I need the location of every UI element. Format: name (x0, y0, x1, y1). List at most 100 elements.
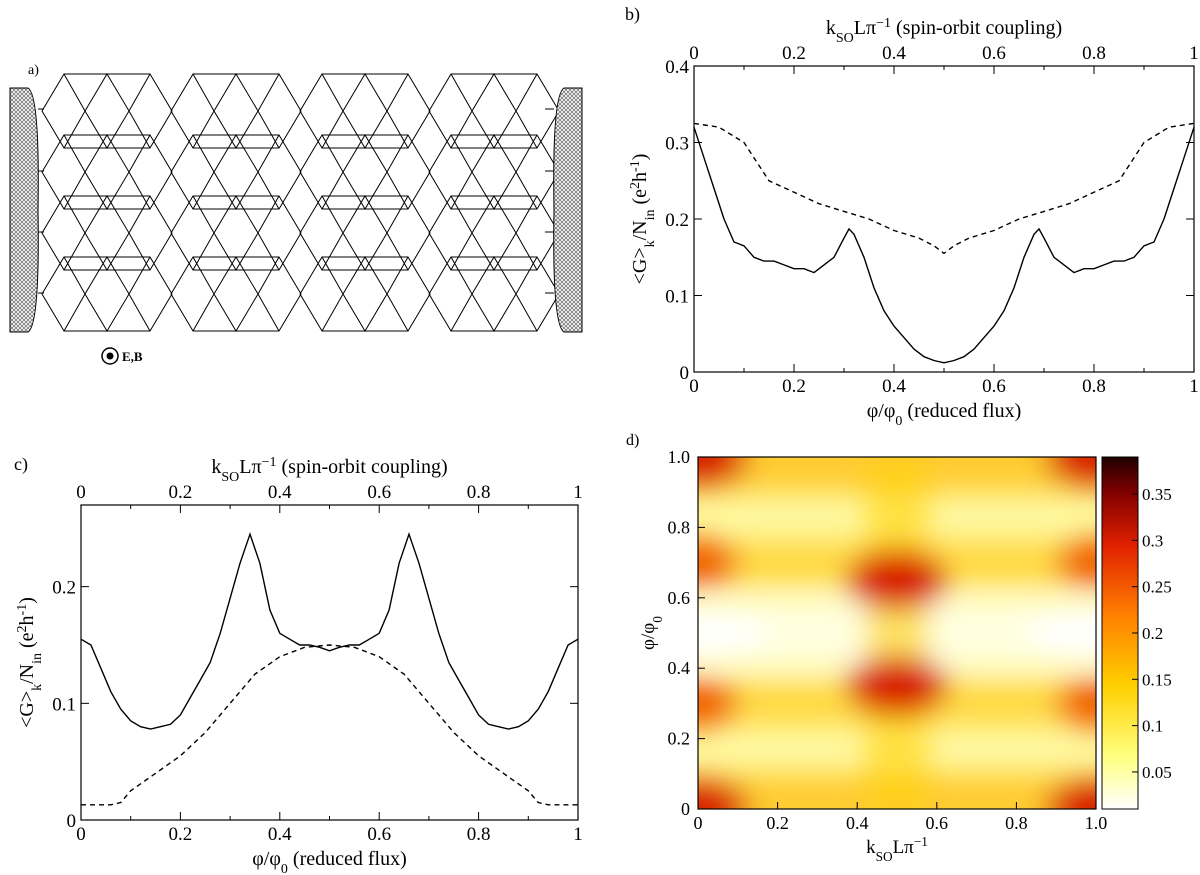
x-tick-label: 0 (689, 376, 699, 397)
lattice-bond (63, 256, 86, 295)
x-tick-label: 0.6 (926, 813, 949, 833)
lattice-bond (128, 110, 151, 149)
lattice-bond (515, 171, 538, 210)
panel-b-label: b) (625, 4, 640, 25)
lattice-bond (63, 293, 86, 332)
y-tick-label: 0.3 (665, 134, 689, 155)
y-tick-label: 0.8 (668, 517, 691, 537)
x-tick-label: 0.4 (846, 813, 869, 833)
heatmap-band (865, 457, 929, 809)
lattice-bond (515, 256, 538, 295)
lattice-bond (386, 232, 409, 271)
lattice-bond (192, 73, 215, 112)
lattice-network (38, 73, 560, 332)
heatmap-hotspot (1055, 538, 1096, 587)
chart-c: 000.20.20.40.40.60.60.80.81100.10.2φ/φ0 … (15, 455, 583, 875)
lattice-bond (515, 134, 538, 173)
lattice-bond (257, 134, 280, 173)
x-tick-label: 0 (76, 824, 86, 845)
x2-tick-label: 0.8 (467, 482, 491, 503)
x-tick-label: 0 (694, 813, 703, 833)
plot-frame (697, 456, 1097, 810)
series-line-solid (693, 126, 1195, 364)
y-tick-label: 0 (680, 363, 690, 384)
lattice-bond (450, 134, 473, 173)
lattice-bond (128, 195, 151, 234)
colorbar-tick-label: 0.2 (1142, 624, 1163, 643)
lattice-bond (63, 73, 86, 112)
heatmap-coldspot (698, 611, 768, 655)
lattice-bond (257, 232, 280, 271)
lattice-bond (192, 110, 215, 149)
lattice-bond (192, 171, 215, 210)
lattice-bond (192, 232, 215, 271)
lattice-bond (257, 195, 280, 234)
lattice-hexagon (41, 256, 173, 332)
lattice-rhombus (84, 134, 130, 210)
lattice-bond (515, 293, 538, 332)
lattice-bond (257, 171, 280, 210)
lattice-hexagon (41, 134, 173, 210)
x-tick-label: 0.4 (882, 376, 906, 397)
colorbar-tick-label: 0.3 (1142, 531, 1163, 550)
y-tick-label: 1.0 (668, 447, 691, 467)
lattice-rhombus (471, 195, 517, 271)
y-tick-label: 0.1 (52, 694, 76, 715)
x2-axis-label: kSOLπ−1 (spin-orbit coupling) (211, 455, 447, 485)
y-tick-label: 0.2 (665, 210, 689, 231)
lattice-bond (450, 171, 473, 210)
lattice-bond (63, 195, 86, 234)
colorbar-tick-label: 0.1 (1142, 717, 1163, 736)
lattice-rhombus (213, 73, 259, 149)
lattice-bond (386, 134, 409, 173)
lattice-hexagon (170, 256, 302, 332)
x-tick-label: 1 (1189, 376, 1199, 397)
x-tick-label: 0.2 (782, 376, 806, 397)
lattice-hexagon (170, 134, 302, 210)
lattice-hexagon (299, 256, 431, 332)
heatmap-hotspot (698, 457, 749, 487)
lattice-bond (321, 256, 344, 295)
x2-tick-label: 0.4 (882, 43, 906, 64)
lattice-hexagon (170, 195, 302, 271)
chart-b: 000.20.20.40.40.60.60.80.81100.10.20.30.… (628, 16, 1199, 429)
x-tick-label: 1.0 (1085, 813, 1108, 833)
x-axis-label: kSOLπ−1 (866, 834, 928, 864)
lattice-rhombus (342, 73, 388, 149)
plot-frame (693, 65, 1195, 373)
y-axis-label: φ/φ0 (638, 616, 665, 650)
x2-tick-label: 0.2 (169, 482, 193, 503)
lattice-bond (386, 293, 409, 332)
x-tick-label: 1 (573, 824, 583, 845)
lattice-bond (515, 232, 538, 271)
lattice-bond (321, 171, 344, 210)
lattice-bond (450, 232, 473, 271)
field-label: E,B (122, 349, 143, 364)
left-lead (9, 87, 39, 333)
lattice-bond (192, 195, 215, 234)
panel-a-label: a) (28, 63, 39, 78)
lattice-bond (321, 73, 344, 112)
colorbar-tick-label: 0.25 (1142, 578, 1172, 597)
lattice-rhombus (84, 73, 130, 149)
lattice-bond (386, 110, 409, 149)
heatmap-hotspot (1045, 457, 1096, 487)
lattice-rhombus (213, 195, 259, 271)
lattice-hexagon (428, 73, 560, 149)
lattice-rhombus (342, 195, 388, 271)
y-axis-label: <G>k/Nin (e2h-1) (15, 597, 45, 728)
x2-tick-label: 0 (76, 482, 86, 503)
heatmap-hotspot (698, 679, 739, 728)
lattice-bond (63, 134, 86, 173)
panel-d-label: d) (626, 432, 639, 449)
x2-tick-label: 0 (689, 43, 699, 64)
lattice-bond (192, 134, 215, 173)
lattice-bond (515, 110, 538, 149)
lattice-rhombus (342, 134, 388, 210)
colorbar-tick-label: 0.15 (1142, 670, 1172, 689)
lattice-rhombus (471, 134, 517, 210)
lattice-bond (257, 256, 280, 295)
x-tick-label: 0.4 (268, 824, 292, 845)
x2-tick-label: 0.4 (268, 482, 292, 503)
